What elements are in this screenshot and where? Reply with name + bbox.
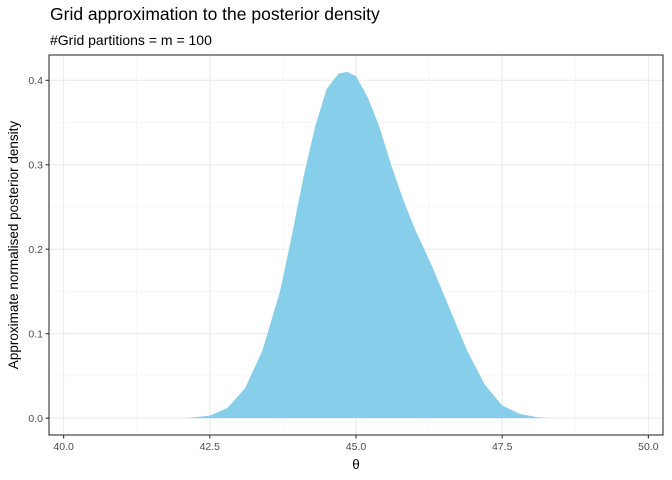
x-axis-title: θ <box>352 457 360 472</box>
posterior-density-area <box>186 71 549 419</box>
y-tick-label: 0.4 <box>28 75 43 87</box>
y-tick-label: 0.3 <box>28 160 43 172</box>
x-tick-label: 47.5 <box>492 441 513 453</box>
y-axis-title: Approximate normalised posterior density <box>6 121 21 370</box>
x-tick-label: 40.0 <box>53 441 74 453</box>
chart-title: Grid approximation to the posterior dens… <box>50 4 380 24</box>
y-tick-label: 0.2 <box>28 244 43 256</box>
x-tick-label: 42.5 <box>200 441 221 453</box>
y-tick-label: 0.1 <box>28 328 43 340</box>
y-axis-ticks: 0.0 0.1 0.2 0.3 0.4 <box>28 75 49 425</box>
x-tick-label: 45.0 <box>346 441 367 453</box>
chart-subtitle: #Grid partitions = m = 100 <box>50 32 212 48</box>
x-axis-ticks: 40.0 42.5 45.0 47.5 50.0 <box>53 435 659 453</box>
y-tick-label: 0.0 <box>28 413 43 425</box>
x-tick-label: 50.0 <box>638 441 659 453</box>
